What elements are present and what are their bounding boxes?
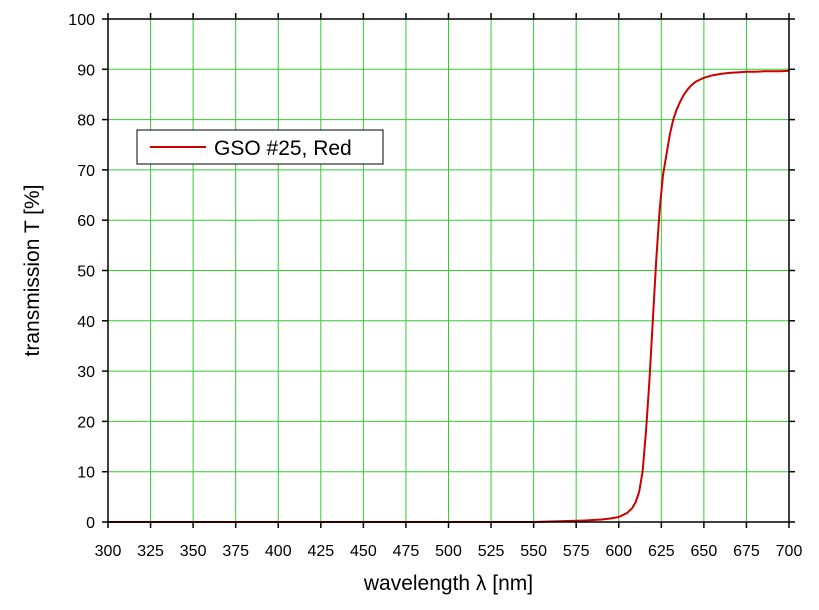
x-tick-label: 625: [648, 543, 675, 560]
y-tick-label: 30: [77, 364, 95, 381]
x-tick-label: 675: [733, 543, 760, 560]
legend: GSO #25, Red: [136, 129, 384, 165]
x-tick-label: 325: [137, 543, 164, 560]
y-tick-label: 60: [77, 213, 95, 230]
x-tick-label: 650: [691, 543, 718, 560]
x-tick-label: 475: [393, 543, 420, 560]
x-tick-label: 425: [307, 543, 334, 560]
series-line: [108, 69, 790, 523]
x-tick-label: 575: [563, 543, 590, 560]
x-tick-label: 525: [478, 543, 505, 560]
tick-labels: 300 325 350 375 400 425 450 475 500 525 550 575 600 6…: [68, 12, 802, 560]
x-axis-title: wavelength λ [nm]: [363, 572, 533, 595]
x-tick-label: 600: [605, 543, 632, 560]
y-tick-label: 70: [77, 163, 95, 180]
y-tick-label: 0: [86, 515, 95, 532]
y-tick-label: 10: [77, 465, 95, 482]
x-tick-label: 450: [350, 543, 377, 560]
x-tick-label: 400: [265, 543, 292, 560]
x-tick-label: 500: [435, 543, 462, 560]
axis-ticks: [102, 13, 795, 528]
legend-label: GSO #25, Red: [214, 137, 352, 160]
y-tick-label: 80: [77, 113, 95, 130]
x-tick-label: 350: [180, 543, 207, 560]
y-tick-label: 50: [77, 264, 95, 281]
grid: [108, 19, 789, 522]
series-layer: [108, 69, 790, 523]
x-tick-label: 375: [222, 543, 249, 560]
y-tick-label: 100: [68, 12, 95, 29]
x-tick-label: 550: [520, 543, 547, 560]
y-axis-title: transmission T [%]: [21, 185, 44, 357]
x-tick-label: 300: [95, 543, 122, 560]
y-tick-label: 20: [77, 414, 95, 431]
y-tick-label: 90: [77, 62, 95, 79]
y-tick-label: 40: [77, 314, 95, 331]
x-tick-label: 700: [776, 543, 803, 560]
